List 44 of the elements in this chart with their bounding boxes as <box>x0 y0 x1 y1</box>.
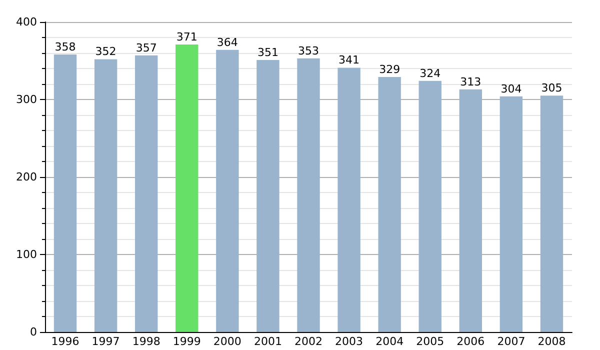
x-tick-label: 1996 <box>51 335 80 348</box>
x-tick-label: 2002 <box>294 335 322 348</box>
x-tick-label: 2005 <box>416 335 444 348</box>
data-label: 304 <box>500 82 522 96</box>
y-tick-label: 100 <box>16 248 37 261</box>
data-label: 364 <box>216 36 238 49</box>
data-label: 358 <box>54 40 76 54</box>
x-tick-label: 2008 <box>538 335 566 348</box>
data-label: 371 <box>176 30 198 44</box>
bar <box>500 96 523 332</box>
data-label: 313 <box>460 75 482 88</box>
bar <box>418 80 442 332</box>
x-tick-label: 2007 <box>497 335 526 348</box>
y-tick-label: 0 <box>30 326 37 338</box>
bar <box>256 60 280 332</box>
data-label: 351 <box>257 46 278 59</box>
bar <box>378 77 401 332</box>
bar <box>94 59 118 332</box>
x-tick-label: 2003 <box>335 335 364 348</box>
x-tick-label: 2004 <box>376 335 404 348</box>
bar <box>54 54 77 332</box>
bar <box>338 68 360 332</box>
x-tick-label: 2001 <box>254 335 282 348</box>
bar <box>540 96 564 332</box>
data-label: 357 <box>136 41 157 54</box>
x-tick-label: 1999 <box>172 335 201 348</box>
x-tick-label: 2006 <box>456 335 485 348</box>
data-label: 305 <box>541 82 562 95</box>
y-tick-label: 400 <box>16 16 37 28</box>
x-tick-label: 1997 <box>92 335 120 348</box>
y-tick-label: 300 <box>16 93 37 106</box>
bar <box>134 55 158 332</box>
bar <box>297 58 320 332</box>
y-tick-label: 200 <box>16 170 37 184</box>
bar <box>459 89 482 332</box>
data-label: 353 <box>298 44 319 58</box>
bar <box>176 44 198 332</box>
x-tick-label: 2000 <box>213 335 242 348</box>
data-label: 329 <box>379 63 400 76</box>
x-tick-label: 1998 <box>132 335 160 348</box>
data-label: 352 <box>95 45 116 58</box>
data-label: 341 <box>338 54 360 67</box>
data-label: 324 <box>420 66 441 80</box>
bar <box>216 50 239 332</box>
